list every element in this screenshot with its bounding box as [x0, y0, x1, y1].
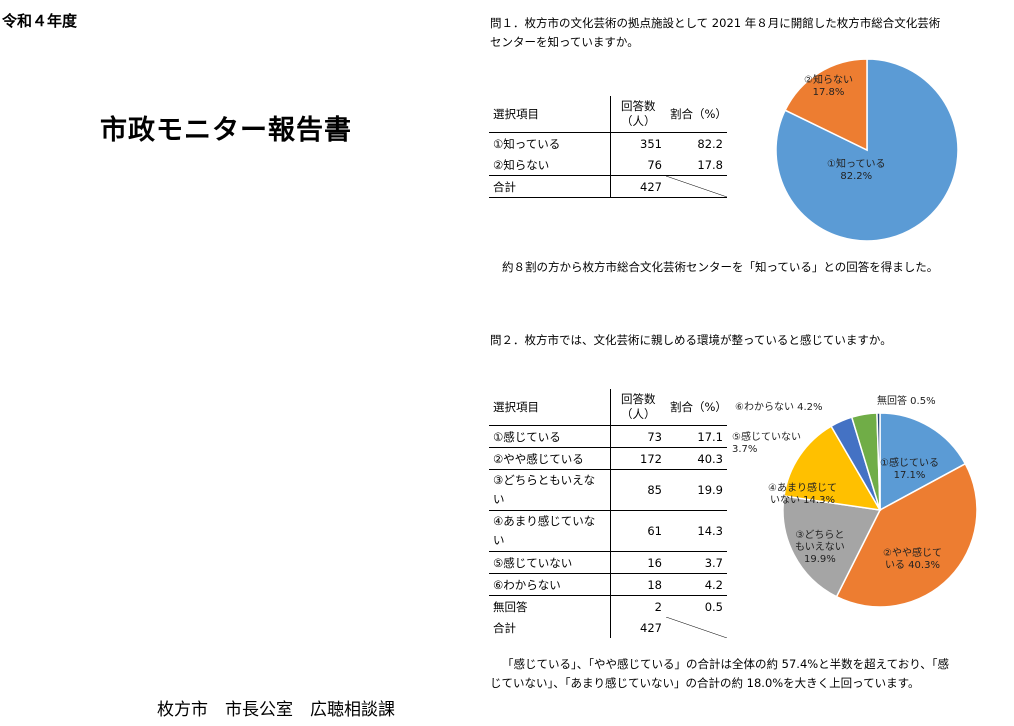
table-row: ②やや感じている 172 40.3: [489, 447, 727, 470]
header-ratio: 割合（%）: [666, 389, 727, 426]
row-ratio: 82.2: [697, 136, 723, 151]
table-row: ③どちらともいえない 85 19.9: [489, 469, 727, 511]
row-label: ②やや感じている: [489, 447, 610, 470]
department-footer: 枚方市 市長公室 広聴相談課: [157, 700, 395, 720]
row-count: 85: [609, 469, 666, 511]
q1-summary: 約８割の方から枚方市総合文化芸術センターを「知っている」との回答を得ました。: [502, 260, 939, 274]
table-row: ④あまり感じていない 61 14.3: [489, 510, 727, 552]
table-row: ⑥わからない 18 4.2: [489, 573, 727, 596]
row-ratio: 0.5: [704, 599, 723, 614]
q1-label-2: ②知らない 17.8%: [804, 75, 853, 98]
row-ratio: 17.1: [666, 425, 727, 448]
row-label: ③どちらともいえない: [489, 469, 610, 511]
row-label: ④あまり感じていない: [489, 510, 610, 552]
report-title: 市政モニター報告書: [100, 115, 352, 146]
row-count: 61: [609, 510, 666, 552]
pie-slice-2: [784, 58, 868, 152]
row-count: 76: [609, 154, 666, 176]
row-ratio: 19.9: [666, 469, 727, 511]
pie-slice-1: [879, 412, 967, 512]
row-label: ②知らない: [493, 157, 550, 172]
q1-question: 問１．枚方市の文化芸術の拠点施設として 2021 年８月に開館した枚方市総合文化…: [490, 16, 941, 49]
row-ratio: 17.8: [697, 157, 723, 172]
q2-table: 選択項目 回答数（人） 割合（%） ①感じている 73 17.1 ②やや感じてい…: [489, 389, 727, 638]
q2-label-2: ②やや感じて いる 40.3%: [883, 548, 942, 571]
q2-summary: 「感じている」、「やや感じている」の合計は全体の約 57.4%と半数を超えており…: [490, 657, 950, 690]
row-ratio: 14.3: [666, 510, 727, 552]
row-count: 172: [609, 447, 666, 470]
total-ratio-blank: [666, 175, 727, 198]
row-count: 18: [609, 573, 666, 596]
header-item: 選択項目: [489, 389, 610, 426]
q2-label-1: ①感じている 17.1%: [880, 458, 939, 481]
table-total-row: 合計 427: [489, 175, 727, 198]
row-label: ⑤感じていない: [489, 551, 610, 574]
table-row: ①感じている 73 17.1: [489, 425, 727, 448]
q2-label-7: 無回答 0.5%: [877, 396, 936, 407]
q1-label-1: ①知っている 82.2%: [827, 159, 886, 182]
total-count: 427: [609, 617, 666, 638]
pie-slice-4: [783, 425, 882, 511]
total-count: 427: [609, 175, 666, 198]
row-count: 16: [609, 551, 666, 574]
fiscal-year-label: 令和４年度: [2, 12, 78, 30]
row-label: ①知っている: [493, 136, 561, 151]
pie-slice-2: [835, 462, 978, 608]
header-count: 回答数（人）: [609, 389, 666, 426]
row-label: ①感じている: [489, 425, 610, 448]
header-count: 回答数（人）: [609, 96, 666, 133]
table-row: 無回答 2 0.5: [489, 595, 727, 617]
q1-pie-chart: ①知っている 82.2% ②知らない 17.8%: [772, 55, 962, 245]
q2-label-6: ⑥わからない 4.2%: [735, 402, 823, 413]
q2-label-5: ⑤感じていない 3.7%: [732, 432, 801, 455]
q2-question: 問２．枚方市では、文化芸術に親しめる環境が整っていると感じていますか。: [490, 333, 892, 347]
row-label: ⑥わからない: [489, 573, 610, 596]
total-label: 合計: [493, 620, 516, 635]
q1-table: 選択項目 回答数（人） 割合（%） ①知っている 351 82.2 ②知らない …: [489, 96, 727, 198]
table-header-row: 選択項目 回答数（人） 割合（%）: [489, 389, 727, 426]
total-label: 合計: [489, 175, 610, 198]
table-header-row: 選択項目 回答数（人） 割合（%）: [489, 96, 727, 133]
q1-pie-svg: [775, 58, 959, 242]
q2-label-3: ③どちらと もいえない 19.9%: [795, 530, 845, 565]
row-ratio: 3.7: [666, 551, 727, 574]
table-row: ①知っている 351 82.2: [489, 132, 727, 154]
table-row: ②知らない 76 17.8: [489, 154, 727, 176]
header-item: 選択項目: [489, 96, 610, 133]
row-count: 351: [609, 132, 666, 154]
q2-label-4: ④あまり感じて いない 14.3%: [768, 483, 837, 506]
total-ratio-blank: [666, 617, 727, 638]
pie-slice-3: [782, 495, 882, 598]
row-count: 2: [609, 595, 666, 617]
row-label: 無回答: [493, 599, 528, 614]
table-row: ⑤感じていない 16 3.7: [489, 551, 727, 574]
header-ratio: 割合（%）: [666, 96, 727, 133]
q2-pie-svg: [782, 412, 978, 608]
row-ratio: 4.2: [666, 573, 727, 596]
q2-pie-chart: ①感じている 17.1% ②やや感じて いる 40.3% ③どちらと もいえない 19.…: [730, 392, 1014, 624]
row-ratio: 40.3: [666, 447, 727, 470]
table-total-row: 合計 427: [489, 617, 727, 638]
pie-slice-7: [876, 412, 881, 511]
row-count: 73: [609, 425, 666, 448]
